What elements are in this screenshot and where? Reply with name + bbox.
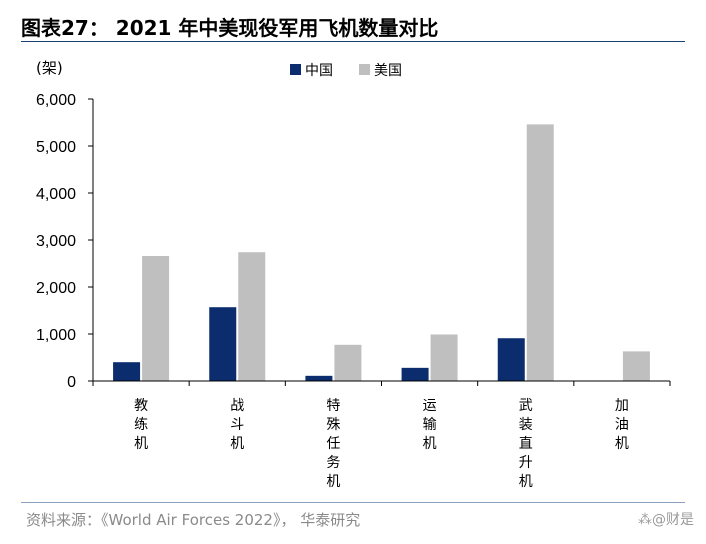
bar-usa xyxy=(142,255,170,381)
footer-divider xyxy=(21,502,685,503)
legend-label-usa: 美国 xyxy=(374,63,402,79)
legend-label-china: 中国 xyxy=(305,63,333,79)
y-tick-label: 3,000 xyxy=(36,233,76,250)
legend-swatch-usa xyxy=(359,64,370,75)
bars xyxy=(113,124,650,381)
x-category-label: 运输机 xyxy=(423,398,437,452)
y-tick-label: 0 xyxy=(67,374,76,391)
x-category-label: 加油机 xyxy=(615,398,629,452)
bar-usa xyxy=(334,344,362,381)
bar-usa xyxy=(238,252,266,381)
axes xyxy=(92,99,671,386)
y-tick-label: 4,000 xyxy=(36,186,76,203)
source-note: 资料来源：《World Air Forces 2022》， 华泰研究 xyxy=(26,511,361,529)
bar-usa xyxy=(430,334,458,381)
bar-china xyxy=(209,307,237,381)
y-tick-label: 6,000 xyxy=(36,92,76,109)
watermark: ⁂@财是 xyxy=(638,512,694,528)
bar-usa xyxy=(526,124,554,381)
bar-china xyxy=(401,367,429,381)
y-tick-label: 2,000 xyxy=(36,280,76,297)
bar-china xyxy=(497,338,525,381)
x-category-label: 战斗机 xyxy=(230,398,244,452)
legend-swatch-china xyxy=(290,64,301,75)
x-axis-labels: 教练机 战斗机 特殊任务机 运输机 武装直升机 加油机 xyxy=(134,398,629,490)
title-divider xyxy=(21,41,685,42)
bar-usa xyxy=(622,351,650,381)
bar-chart: (架) 中国 美国 0 1,000 2,000 3,000 4,000 5,000 6,000… xyxy=(36,59,671,490)
x-category-label: 特殊任务机 xyxy=(326,398,340,490)
y-axis-ticks: 0 1,000 2,000 3,000 4,000 5,000 6,000 xyxy=(36,92,93,391)
x-category-label: 教练机 xyxy=(134,398,148,452)
y-tick-label: 5,000 xyxy=(36,139,76,156)
bar-china xyxy=(305,375,333,381)
legend: 中国 美国 xyxy=(290,63,402,79)
x-category-label: 武装直升机 xyxy=(519,398,533,490)
chart-title: 图表27： 2021 年中美现役军用飞机数量对比 xyxy=(21,16,439,40)
y-unit-label: (架) xyxy=(36,59,63,77)
bar-china xyxy=(113,362,141,381)
y-tick-label: 1,000 xyxy=(36,327,76,344)
